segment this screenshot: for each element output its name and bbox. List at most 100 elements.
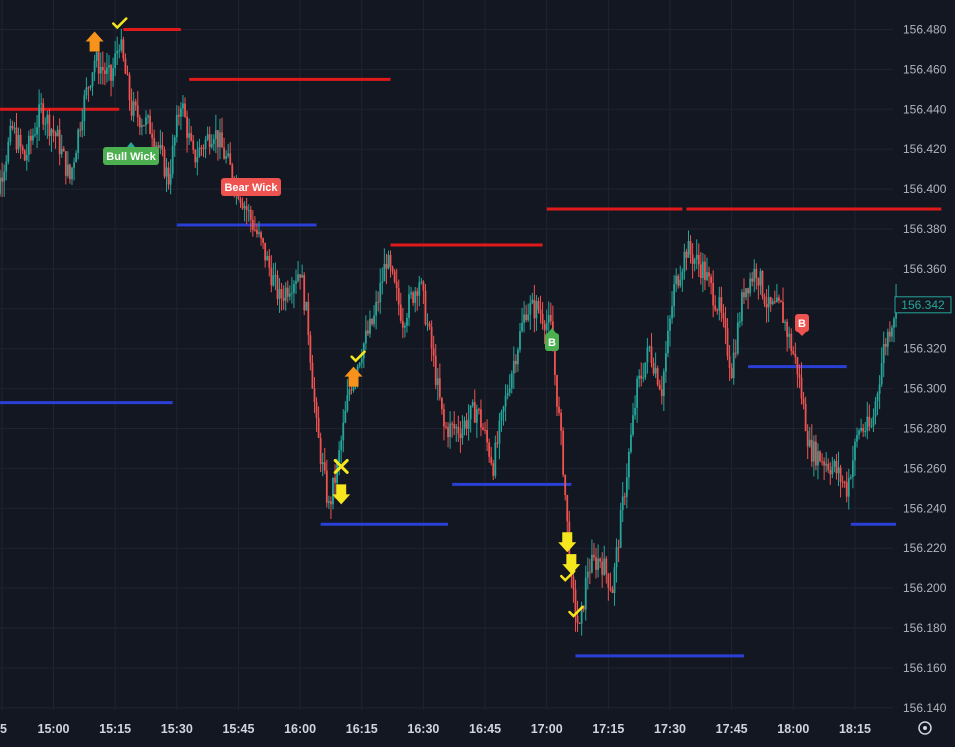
candle-body <box>430 326 433 349</box>
candle-body <box>870 426 873 428</box>
candle-body <box>634 408 636 416</box>
candle-body <box>562 430 565 475</box>
candle-body <box>611 589 614 593</box>
candle-body <box>188 133 191 138</box>
candle-body <box>710 276 712 284</box>
price-tick-label: 156.440 <box>903 102 947 116</box>
candle-body <box>36 127 38 135</box>
candle-body <box>457 426 460 434</box>
candle-body <box>99 66 102 74</box>
candle-body <box>173 137 176 146</box>
candle-body <box>54 132 57 137</box>
candle-body <box>103 70 106 74</box>
candle-body <box>660 389 663 397</box>
candle-body <box>184 103 186 117</box>
pattern-label: B <box>545 333 559 351</box>
candle-body <box>599 558 602 562</box>
candle-body <box>377 301 380 303</box>
arrow-down-icon <box>332 484 351 505</box>
candle-body <box>177 114 180 117</box>
candle-body <box>180 108 182 117</box>
candle-body <box>582 605 585 610</box>
candle-body <box>720 297 723 313</box>
candle-body <box>91 72 94 87</box>
candle-body <box>126 73 129 76</box>
candle-body <box>25 155 28 161</box>
candle-body <box>613 567 616 593</box>
label-pointer <box>127 142 135 147</box>
candle-body <box>420 281 423 283</box>
candle-body <box>340 440 343 451</box>
candle-body <box>282 297 285 301</box>
price-axis[interactable]: 156.480 156.460 156.440 156.420 156.400 156.3… <box>894 23 952 715</box>
candle-body <box>463 420 466 429</box>
settings-icon[interactable] <box>918 721 932 735</box>
candle-body <box>192 140 195 150</box>
candle-body <box>586 571 589 578</box>
candle-body <box>695 254 698 260</box>
candle-body <box>348 389 351 396</box>
time-tick-label: 15:45 <box>222 722 254 736</box>
candle-body <box>823 461 826 466</box>
label-pointer <box>548 328 556 333</box>
candle-body <box>319 437 322 464</box>
candle-body <box>383 263 386 282</box>
candle-body <box>603 558 606 575</box>
time-axis[interactable]: 5 15:00 15:15 15:30 15:45 16:00 16:15 16:30 16:4… <box>0 722 871 736</box>
candle-body <box>656 368 659 385</box>
candle-body <box>796 357 799 375</box>
candle-body <box>227 153 230 157</box>
candle-body <box>636 378 639 409</box>
candle-body <box>445 426 447 428</box>
candle-body <box>9 125 12 142</box>
candle-body <box>812 441 815 462</box>
candle-body <box>399 304 402 321</box>
candle-body <box>143 125 145 127</box>
candle-body <box>736 322 739 354</box>
candle-body <box>623 496 626 498</box>
time-tick-label: 15:30 <box>161 722 193 736</box>
candle-body <box>122 39 125 59</box>
arrow-down-icon <box>562 554 581 575</box>
candle-body <box>221 132 223 148</box>
candle-body <box>706 272 708 280</box>
candle-body <box>7 141 10 162</box>
candle-body <box>773 301 776 303</box>
candle-body <box>771 301 774 305</box>
candle-body <box>808 439 811 447</box>
candle-body <box>56 129 59 137</box>
candle-body <box>755 268 758 279</box>
candle-body <box>342 422 345 441</box>
pattern-label-text: Bull Wick <box>106 151 156 163</box>
signal-markers <box>85 17 584 618</box>
candle-body <box>699 264 702 278</box>
candle-body <box>136 105 139 118</box>
candle-body <box>262 238 265 243</box>
candle-body <box>124 58 127 74</box>
price-tick-label: 156.140 <box>903 701 947 715</box>
candle-body <box>884 343 887 347</box>
candle-body <box>21 146 24 151</box>
time-tick-label: 5 <box>0 722 7 736</box>
candle-body <box>712 283 715 306</box>
price-tick-label: 156.260 <box>903 461 947 475</box>
candle-body <box>194 149 197 163</box>
candle-body <box>258 232 260 235</box>
candle-body <box>751 278 754 282</box>
price-tick-label: 156.420 <box>903 142 947 156</box>
candle-body <box>155 145 158 147</box>
candle-body <box>480 409 482 428</box>
candle-body <box>615 547 618 568</box>
candle-body <box>477 409 480 411</box>
candle-body <box>412 292 415 303</box>
candle-body <box>730 368 733 378</box>
candle-body <box>332 477 334 505</box>
candle-body <box>693 259 696 264</box>
candle-body <box>110 65 112 81</box>
candle-body <box>301 275 304 278</box>
candle-body <box>58 129 61 155</box>
price-tick-label: 156.480 <box>903 23 947 37</box>
candle-body <box>69 164 71 180</box>
